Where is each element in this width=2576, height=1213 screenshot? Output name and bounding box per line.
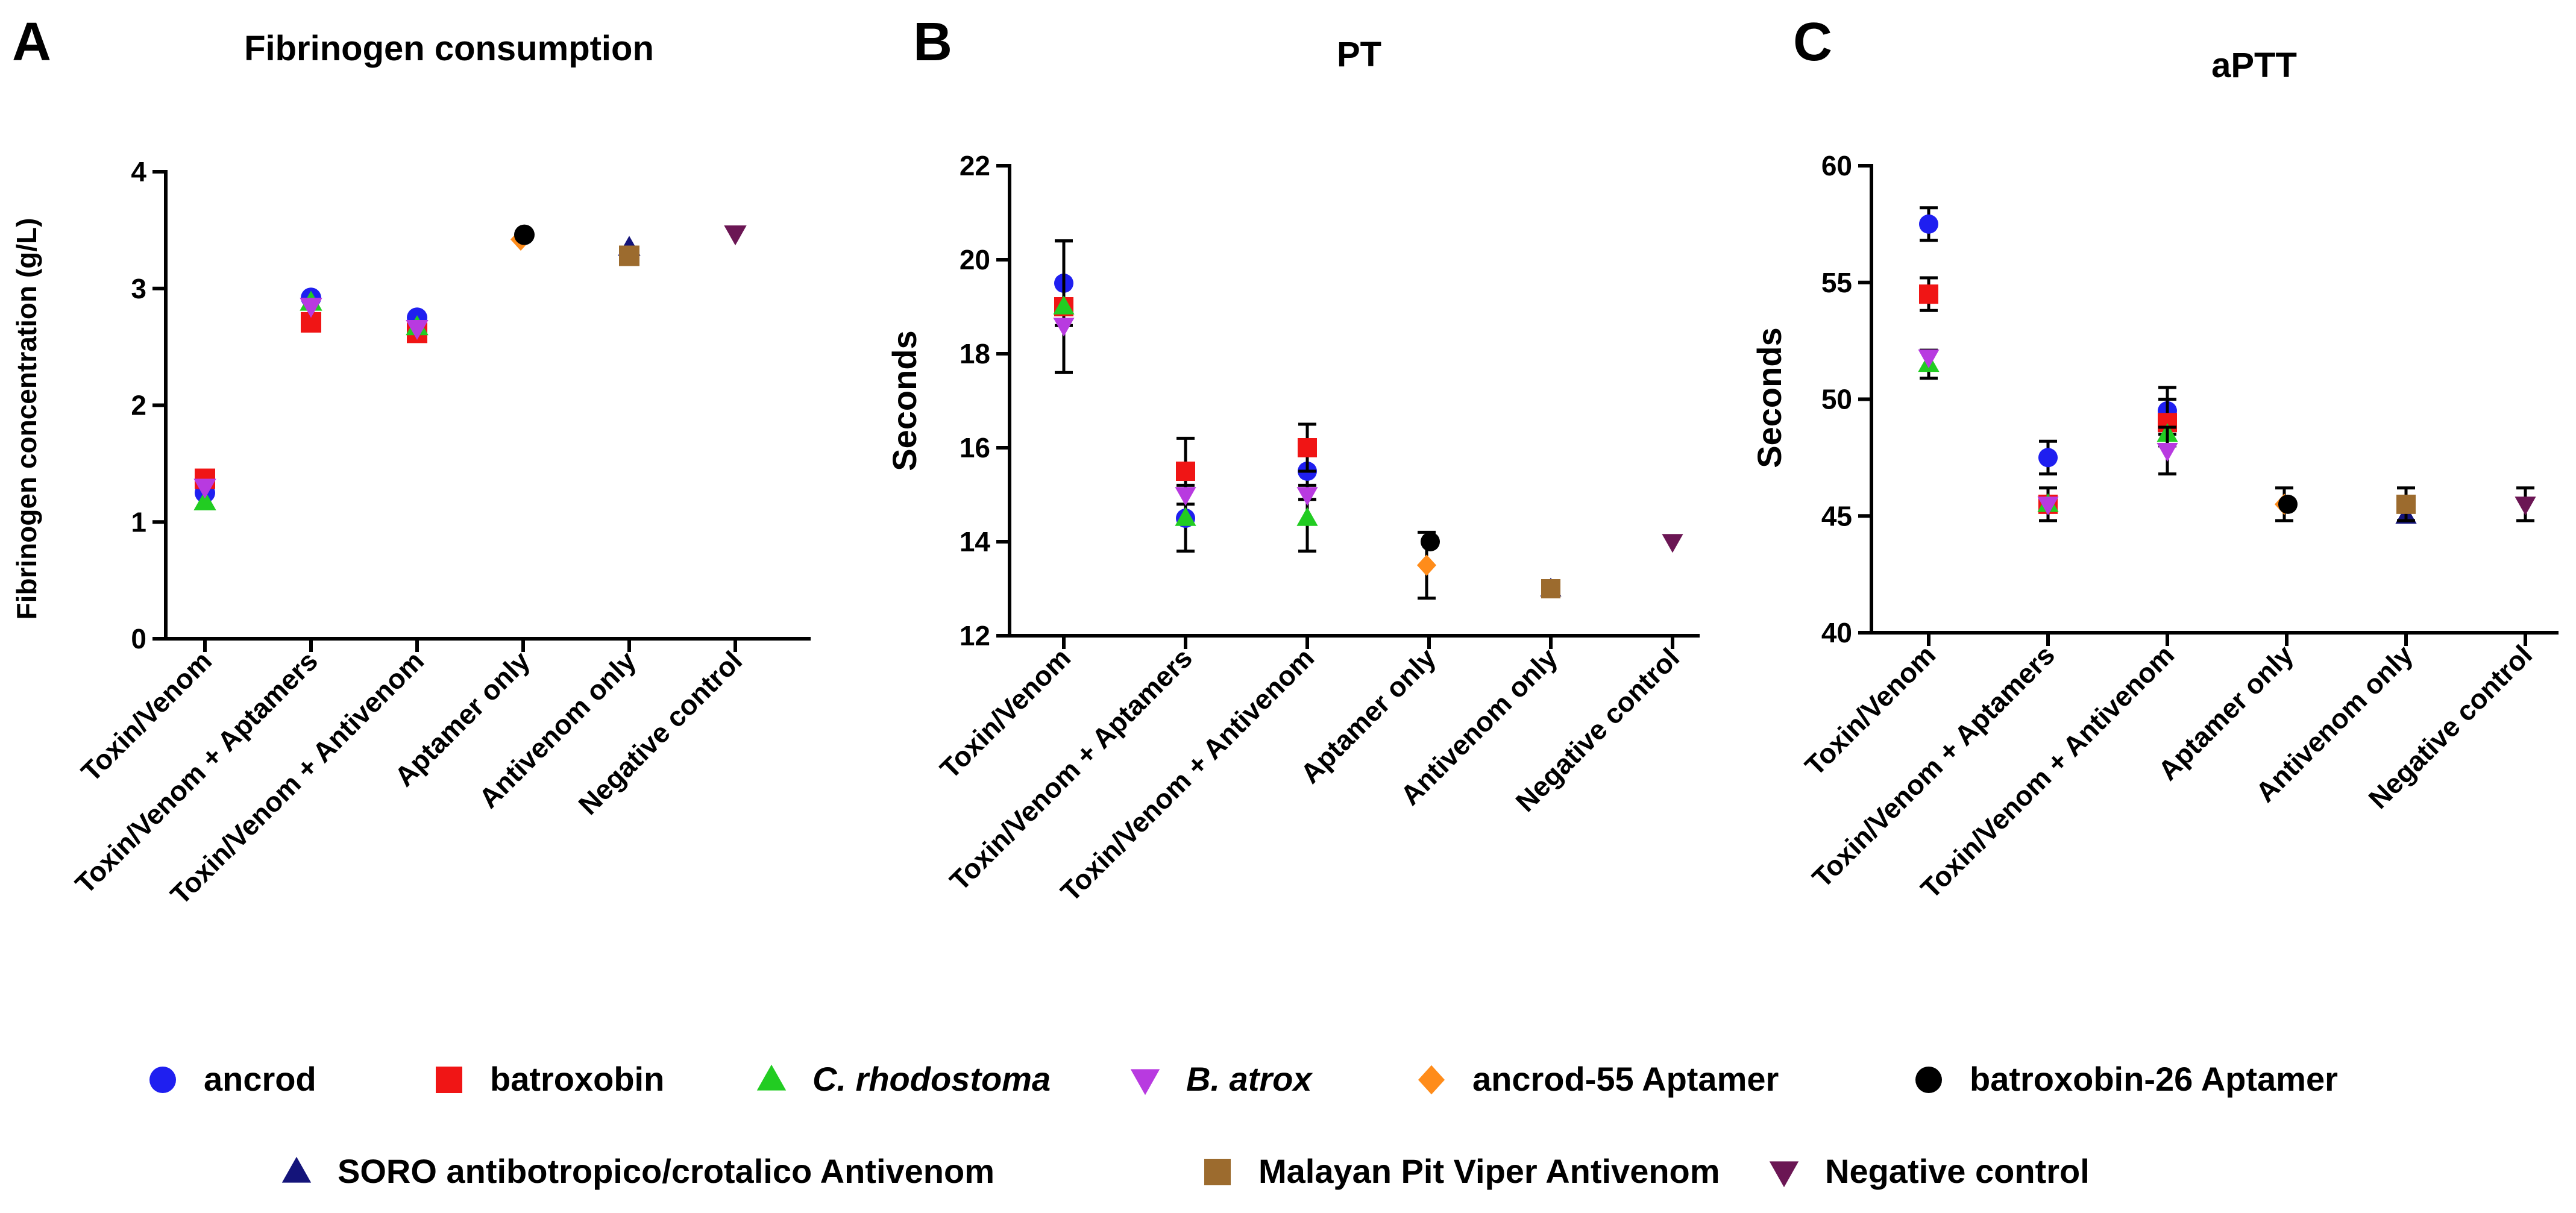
panel-b-x-tick-label-toxin-venom-antivenom: Toxin/Venom + Antivenom [1054, 642, 1320, 907]
legend-marker-batroxobin26 [1915, 1067, 1942, 1093]
panel-b-point-batroxobin [1176, 462, 1195, 481]
panel-c-point-atrox [1918, 349, 1940, 369]
panel-b: B PT Seconds 121416182022Toxin/VenomToxi… [885, 12, 1700, 907]
legend-label-batroxobin: batroxobin [490, 1060, 664, 1098]
panel-b-point-batroxobin [1298, 438, 1317, 457]
panel-c-point-atrox [2037, 497, 2059, 516]
panel-b-point-rhodostoma [1296, 507, 1318, 526]
panel-c-x-tick-label-toxin-venom-aptamers: Toxin/Venom + Aptamers [1806, 639, 2061, 894]
panel-b-y-tick-label: 20 [960, 244, 990, 275]
panel-b-point-negative [1662, 534, 1683, 553]
legend-item-ancrod: ancrod [149, 1060, 316, 1098]
panel-b-point-batroxobin26 [1421, 532, 1440, 551]
panel-b-title: PT [1337, 35, 1381, 74]
legend-label-atrox: B. atrox [1186, 1060, 1313, 1098]
panel-c-point-malayan [2396, 494, 2416, 514]
panel-a-point-atrox [300, 298, 322, 318]
panel-b-y-tick-label: 22 [960, 150, 990, 181]
panel-b-x-tick-label-toxin-venom-aptamers: Toxin/Venom + Aptamers [943, 642, 1198, 897]
legend: ancrod batroxobin C. rhodostoma B. atrox anc… [149, 1060, 2338, 1190]
panel-c-x-tick-label-toxin-venom-antivenom: Toxin/Venom + Antivenom [1914, 639, 2180, 904]
panel-a-point-atrox [406, 320, 429, 340]
panel-c: C aPTT Seconds 4045505560Toxin/VenomToxi… [1750, 12, 2559, 904]
legend-marker-soro [281, 1156, 312, 1183]
panel-a-point-batroxobin26 [514, 224, 535, 245]
legend-marker-batroxobin [436, 1067, 462, 1093]
panel-b-y-tick-label: 14 [960, 526, 991, 557]
panel-c-y-tick-label: 45 [1821, 500, 1852, 531]
panel-b-marks [1053, 239, 1683, 600]
legend-item-soro: SORO antibotropico/crotalico Antivenom [281, 1152, 994, 1190]
panel-c-marks [1918, 206, 2536, 524]
legend-marker-malayan [1204, 1159, 1231, 1185]
panel-b-point-malayan [1541, 579, 1560, 598]
panel-c-y-tick-label: 60 [1821, 150, 1852, 181]
panel-c-point-batroxobin26 [2278, 494, 2298, 514]
panel-c-title: aPTT [2211, 46, 2297, 85]
legend-item-ancrod55: ancrod-55 Aptamer [1418, 1060, 1779, 1098]
panel-a-y-tick-label: 4 [131, 156, 146, 187]
legend-label-batroxobin26: batroxobin-26 Aptamer [1970, 1060, 2338, 1098]
panel-b-point-rhodostoma [1053, 295, 1075, 315]
legend-label-ancrod55: ancrod-55 Aptamer [1472, 1060, 1779, 1098]
panel-a-title: Fibrinogen consumption [244, 29, 654, 68]
legend-item-negative: Negative control [1769, 1152, 2090, 1190]
panel-b-point-rhodostoma [1175, 507, 1196, 526]
panel-c-point-ancrod [2038, 448, 2058, 468]
legend-label-malayan: Malayan Pit Viper Antivenom [1258, 1152, 1720, 1190]
legend-label-rhodostoma: C. rhodostoma [812, 1060, 1051, 1098]
panel-b-y-axis-label: Seconds [885, 330, 923, 471]
panel-b-point-atrox [1296, 487, 1318, 506]
panel-b-point-atrox [1175, 487, 1196, 506]
legend-label-ancrod: ancrod [204, 1060, 316, 1098]
panel-a-letter: A [12, 12, 51, 72]
legend-marker-negative [1769, 1161, 1799, 1188]
legend-marker-rhodostoma [756, 1064, 787, 1091]
panel-b-y-tick-label: 16 [960, 432, 990, 463]
panel-a-y-axis-label: Fibrinogen concentration (g/L) [11, 218, 42, 620]
panel-a-y-tick-label: 1 [131, 506, 146, 538]
legend-item-rhodostoma: C. rhodostoma [756, 1060, 1051, 1098]
panel-a-y-tick-label: 2 [131, 390, 146, 421]
legend-label-soro: SORO antibotropico/crotalico Antivenom [338, 1152, 994, 1190]
panel-c-y-tick-label: 40 [1821, 617, 1852, 648]
panel-b-point-atrox [1053, 318, 1075, 337]
legend-label-negative: Negative control [1825, 1152, 2090, 1190]
panel-c-point-atrox [2157, 442, 2178, 462]
panel-a-y-tick-label: 0 [131, 623, 146, 654]
panel-a-point-rhodostoma [193, 490, 216, 510]
panel-a-point-malayan [619, 245, 639, 266]
panel-a-point-negative [724, 225, 747, 246]
panel-a-point-atrox [193, 478, 216, 499]
legend-marker-atrox [1130, 1069, 1160, 1095]
legend-item-batroxobin: batroxobin [436, 1060, 664, 1098]
legend-marker-ancrod55 [1418, 1065, 1445, 1095]
legend-item-atrox: B. atrox [1130, 1060, 1313, 1098]
panel-c-y-tick-label: 50 [1821, 384, 1852, 415]
legend-item-malayan: Malayan Pit Viper Antivenom [1204, 1152, 1720, 1190]
panel-c-letter: C [1793, 12, 1832, 72]
legend-marker-ancrod [149, 1067, 176, 1093]
legend-item-batroxobin26: batroxobin-26 Aptamer [1915, 1060, 2338, 1098]
panel-a: A Fibrinogen consumption Fibrinogen conc… [11, 12, 811, 911]
panel-b-letter: B [913, 12, 952, 72]
panel-b-y-tick-label: 18 [960, 338, 990, 369]
panel-c-point-ancrod [1919, 214, 1938, 234]
panel-b-point-ancrod55 [1417, 554, 1436, 576]
panel-b-y-tick-label: 12 [960, 620, 990, 651]
panel-c-point-batroxobin [1919, 284, 1938, 304]
panel-c-y-tick-label: 55 [1821, 267, 1852, 298]
panel-a-y-tick-label: 3 [131, 273, 146, 304]
panel-c-y-axis-label: Seconds [1750, 327, 1788, 468]
panel-a-marks [193, 224, 747, 510]
panel-c-point-negative [2515, 497, 2536, 516]
